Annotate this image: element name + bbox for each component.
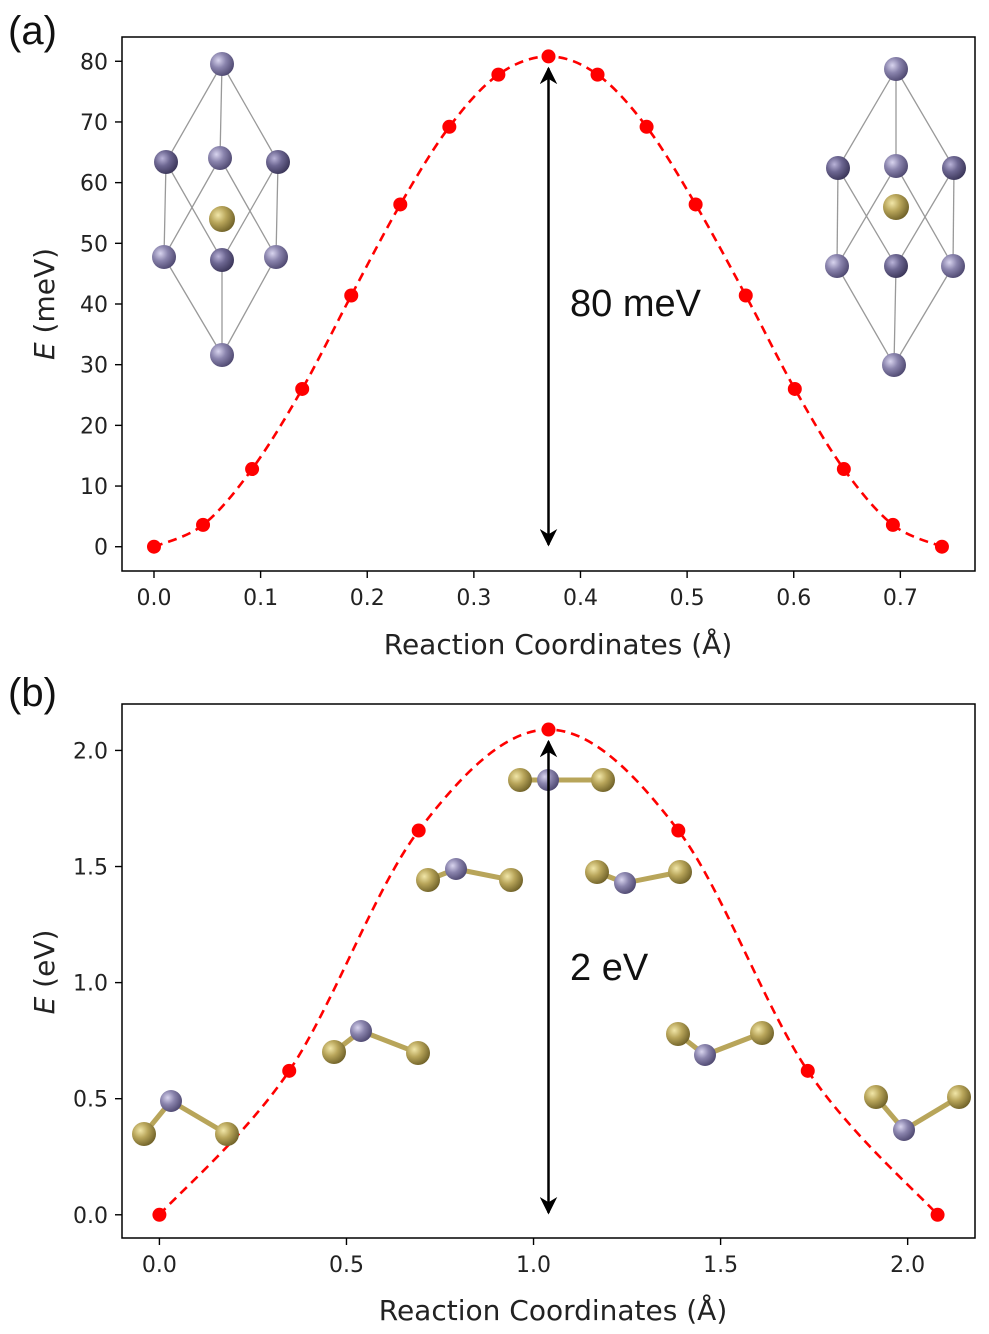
x-axis-label-b: Reaction Coordinates (Å) — [379, 1293, 728, 1327]
molecule-inset-6 — [666, 1021, 774, 1066]
data-point — [393, 197, 408, 212]
y-axis-ticks-b: 0.0 0.5 1.0 1.5 2.0 — [73, 739, 122, 1229]
molecule-inset-7 — [864, 1085, 971, 1141]
barrier-annotation-b: 2 eV — [570, 947, 649, 989]
data-points-b — [152, 722, 945, 1222]
crystal-atoms-left-inset — [152, 52, 290, 367]
y-tick-label: 1.5 — [73, 856, 108, 881]
panel-label-b: (b) — [8, 671, 57, 715]
data-point — [152, 1207, 167, 1222]
molecule-inset-3 — [416, 858, 523, 892]
barrier-annotation-a: 80 meV — [570, 283, 702, 325]
data-point — [282, 1063, 297, 1078]
data-point — [442, 119, 457, 134]
y-tick-label: 30 — [80, 354, 108, 379]
x-tick-label: 0.2 — [350, 586, 385, 611]
y-tick-label: 70 — [80, 111, 108, 136]
chart-panel-a: (a) — [8, 9, 976, 661]
data-point — [671, 823, 686, 838]
crystal-structure-left-inset — [163, 63, 279, 356]
data-point — [930, 1207, 945, 1222]
y-axis-label-unit-b: (eV) — [28, 930, 61, 997]
data-point — [639, 119, 654, 134]
y-tick-label: 10 — [80, 475, 108, 500]
data-point — [738, 288, 753, 303]
data-point — [245, 462, 260, 477]
x-tick-label: 0.3 — [456, 586, 491, 611]
crystal-structure-right-inset — [836, 68, 955, 366]
data-point — [688, 197, 703, 212]
data-points-a — [146, 49, 949, 554]
panel-label-a: (a) — [8, 9, 57, 53]
molecule-inset-2 — [322, 1020, 430, 1065]
y-tick-label: 2.0 — [73, 739, 108, 764]
y-tick-label: 20 — [80, 414, 108, 439]
y-axis-label-symbol-a: E — [28, 342, 61, 360]
y-tick-label: 0.5 — [73, 1088, 108, 1113]
data-point — [344, 288, 359, 303]
x-axis-ticks-b: 0.0 0.5 1.0 1.5 2.0 — [142, 1238, 925, 1278]
x-tick-label: 0.4 — [563, 586, 598, 611]
data-point — [590, 67, 605, 82]
y-tick-label: 50 — [80, 232, 108, 257]
chart-panel-b: (b) 0.0 0.5 1.0 1.5 2.0 0.0 0.5 1.0 1.5 2.0 — [8, 671, 976, 1327]
y-axis-label-b: E (eV) — [28, 930, 61, 1015]
y-tick-label: 80 — [80, 50, 108, 75]
y-tick-label: 1.0 — [73, 972, 108, 997]
y-axis-ticks-a: 0 10 20 30 40 50 60 70 80 — [80, 50, 122, 561]
data-point — [787, 381, 802, 396]
y-axis-label-symbol-b: E — [28, 996, 61, 1014]
data-point — [491, 67, 506, 82]
data-point — [541, 722, 556, 737]
x-tick-label: 2.0 — [890, 1253, 925, 1278]
x-tick-label: 0.1 — [243, 586, 278, 611]
x-tick-label: 1.5 — [703, 1253, 738, 1278]
data-point — [295, 381, 310, 396]
data-point — [411, 823, 426, 838]
data-point — [836, 462, 851, 477]
y-axis-label-a: E (meV) — [28, 248, 61, 360]
x-tick-label: 0.0 — [142, 1253, 177, 1278]
plot-frame-b — [121, 703, 976, 1239]
y-tick-label: 0.0 — [73, 1204, 108, 1229]
x-axis-label-a: Reaction Coordinates (Å) — [384, 627, 733, 661]
molecule-inset-5 — [585, 860, 692, 894]
data-point — [885, 517, 900, 532]
molecule-inset-1 — [132, 1090, 239, 1146]
y-tick-label: 40 — [80, 293, 108, 318]
data-point — [800, 1063, 815, 1078]
data-point — [196, 517, 211, 532]
x-tick-label: 1.0 — [516, 1253, 551, 1278]
data-point — [934, 539, 949, 554]
y-tick-label: 60 — [80, 172, 108, 197]
x-axis-ticks-a: 0.0 0.1 0.2 0.3 0.4 0.5 0.6 0.7 — [136, 571, 918, 611]
data-point — [146, 539, 161, 554]
x-tick-label: 0.5 — [329, 1253, 364, 1278]
x-tick-label: 0.6 — [776, 586, 811, 611]
x-tick-label: 0.5 — [670, 586, 705, 611]
x-tick-label: 0.0 — [136, 586, 171, 611]
x-tick-label: 0.7 — [883, 586, 918, 611]
data-point — [541, 49, 556, 64]
crystal-atoms-right-inset — [825, 57, 966, 377]
y-tick-label: 0 — [94, 536, 108, 561]
y-axis-label-unit-a: (meV) — [28, 248, 61, 342]
